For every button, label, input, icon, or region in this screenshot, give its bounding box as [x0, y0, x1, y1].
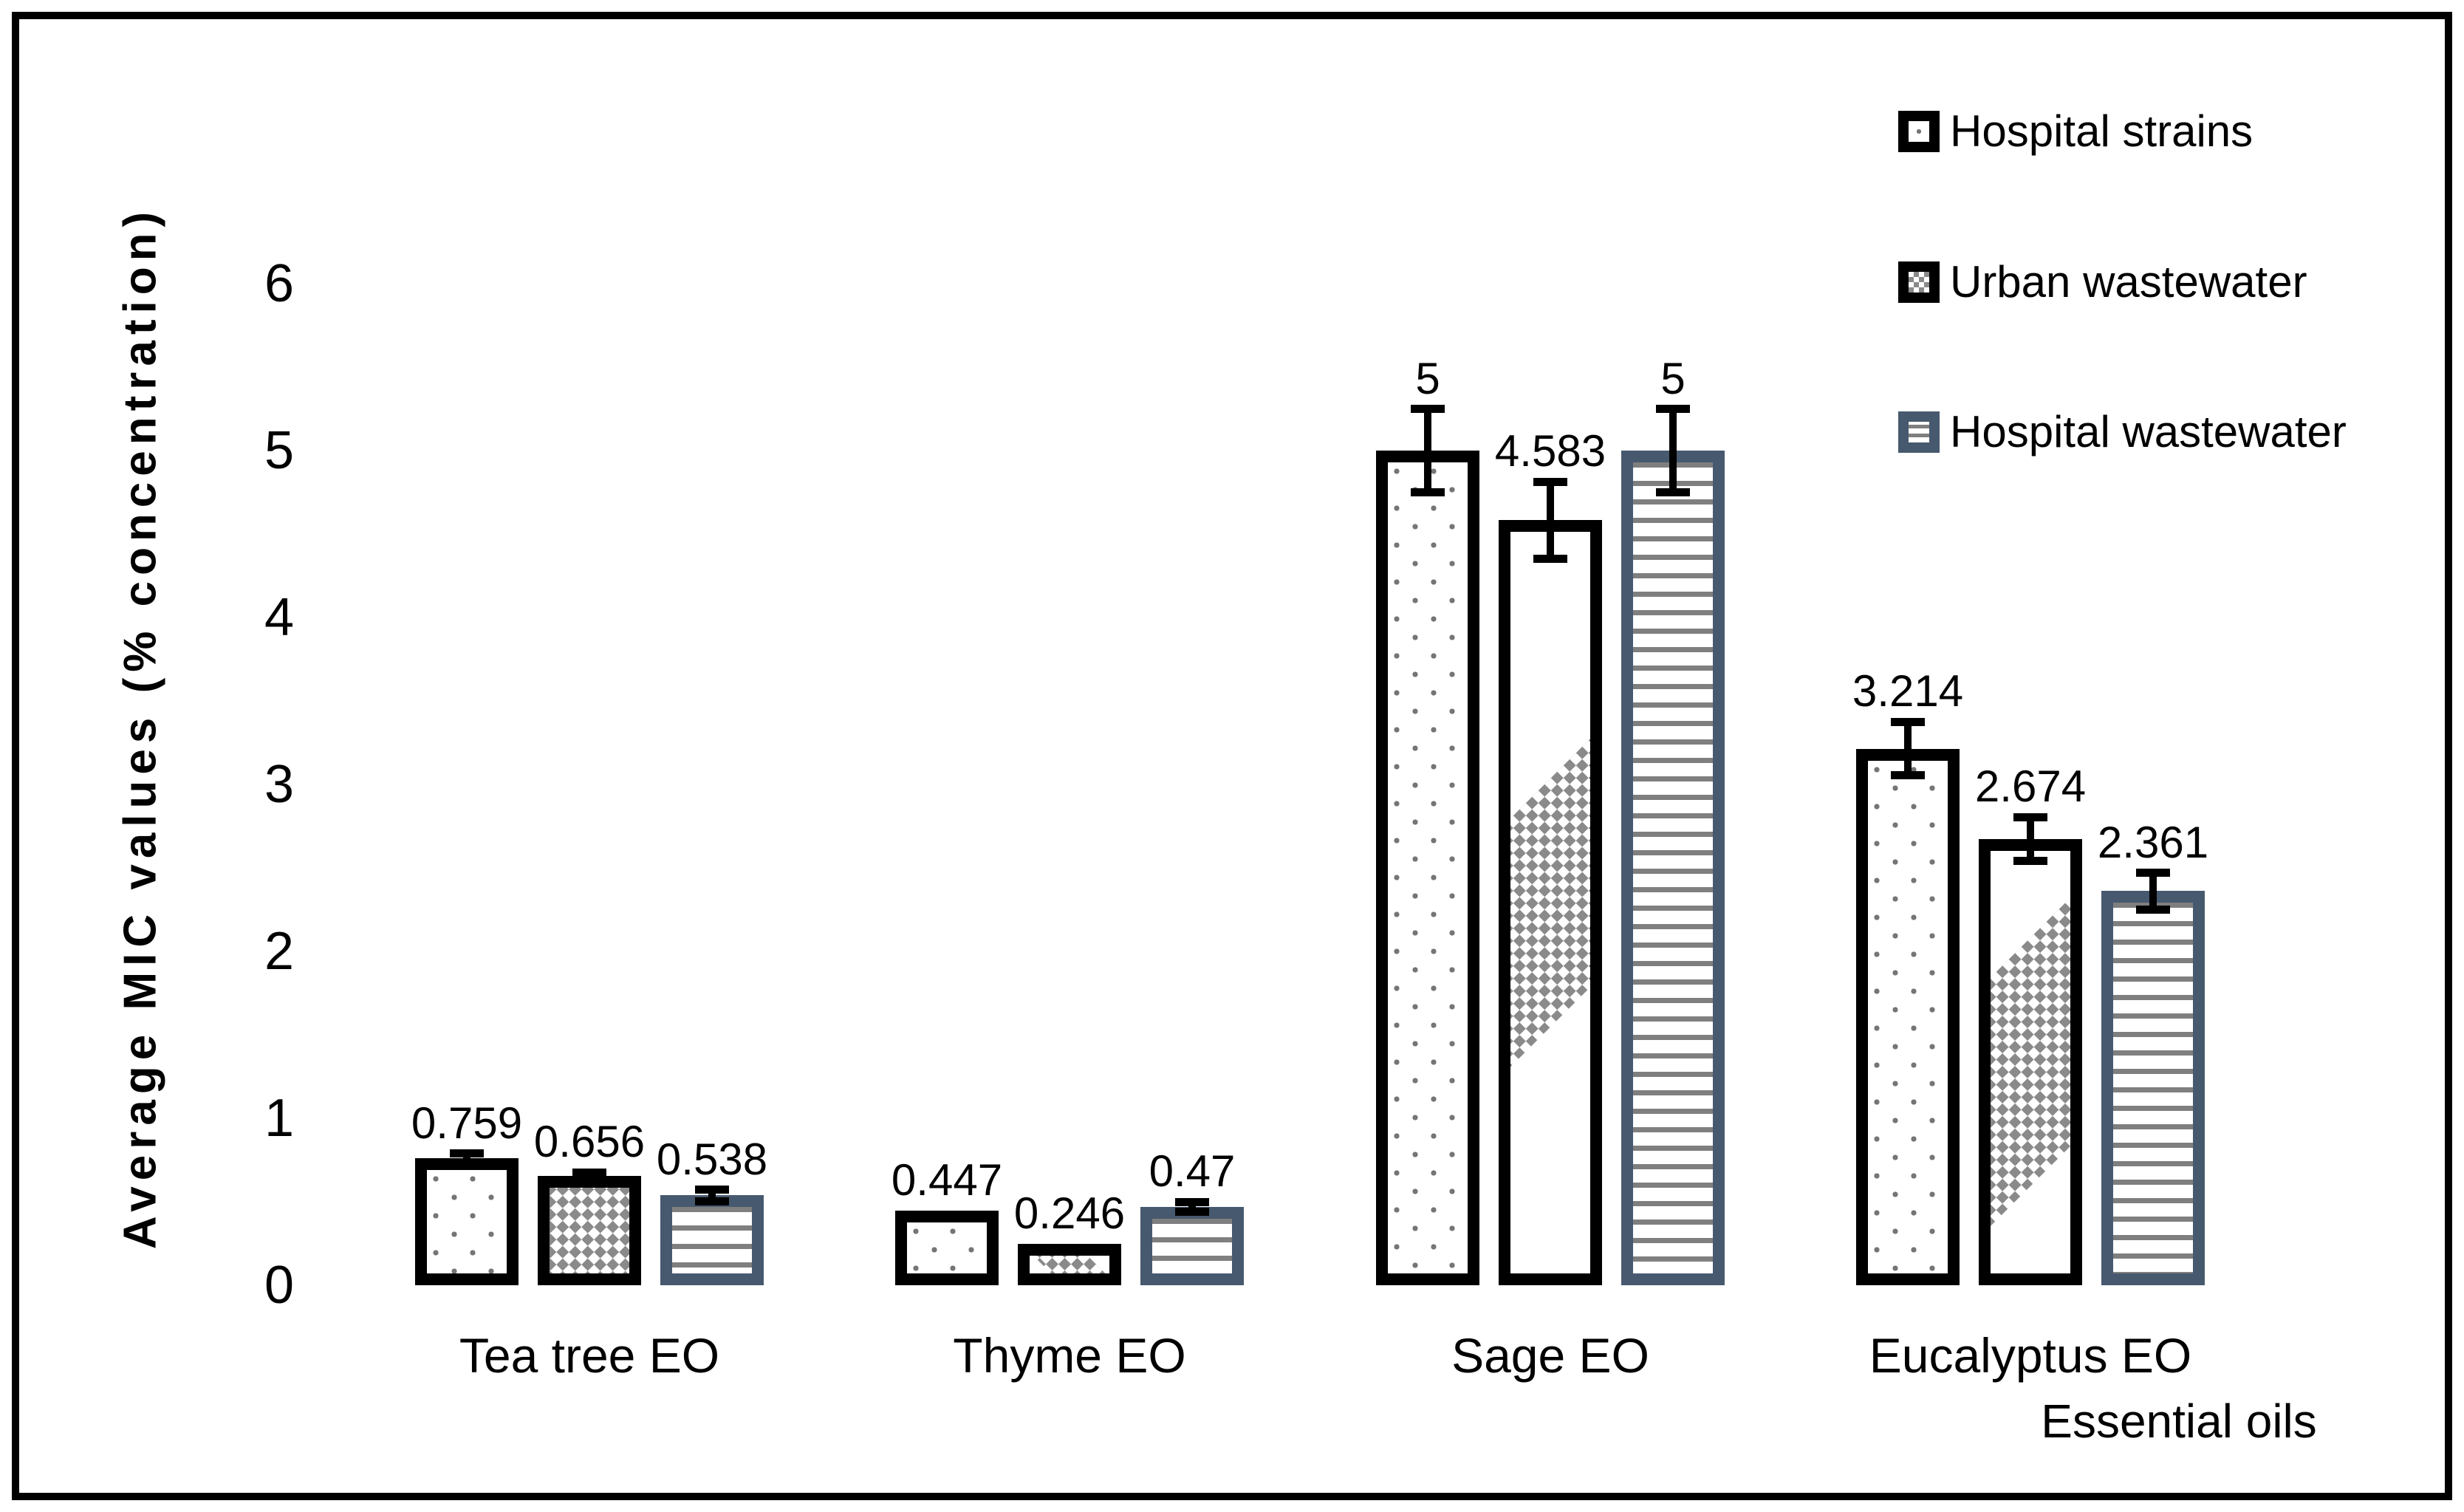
error-bar-cap-top: [1656, 405, 1690, 413]
bar-fill-checker: [1030, 1256, 1109, 1274]
bar-hospital-wastewater: [660, 1195, 764, 1285]
y-tick-label: 1: [264, 1089, 294, 1148]
error-bar-line: [1669, 408, 1677, 493]
error-bar-line: [1547, 482, 1554, 559]
y-tick-label: 6: [264, 254, 294, 313]
error-bar-cap-top: [1533, 477, 1567, 486]
value-label: 0.47: [1149, 1146, 1236, 1196]
error-bar-line: [1424, 408, 1431, 493]
legend-label: Hospital wastewater: [1950, 407, 2347, 456]
y-tick-label: 3: [264, 755, 294, 814]
category-label: Eucalyptus EO: [1869, 1328, 2192, 1383]
error-bar-cap-bottom: [1411, 488, 1445, 496]
error-bar-line: [463, 1153, 470, 1164]
bar-fill-checker: [550, 1187, 629, 1273]
value-label: 0.246: [1013, 1188, 1126, 1239]
legend-swatch-hlines-icon: [1898, 411, 1940, 453]
error-bar-line: [2149, 872, 2157, 910]
bar-hospital-wastewater: [1140, 1206, 1244, 1285]
category-label: Thyme EO: [953, 1328, 1186, 1383]
error-bar-cap-bottom: [2136, 905, 2170, 914]
error-bar-line: [1904, 722, 1912, 776]
bar-hospital-strains: [415, 1158, 519, 1285]
legend-swatch-dots-icon: [1898, 111, 1940, 152]
error-bar-cap-top: [695, 1186, 729, 1194]
legend-swatch-checker-icon: [1898, 261, 1940, 303]
error-bar-cap-top: [2136, 869, 2170, 878]
category-label: Sage EO: [1451, 1328, 1649, 1383]
value-label: 5: [1415, 353, 1440, 403]
error-bar-cap-bottom: [695, 1197, 729, 1205]
category-label: Tea tree EO: [459, 1328, 720, 1383]
y-axis-title: Average MIC values (% concentration): [114, 205, 166, 1250]
error-bar-cap-bottom: [1175, 1208, 1209, 1217]
error-bar-cap-top: [572, 1168, 606, 1177]
legend-item-hospital-wastewater: Hospital wastewater: [1898, 407, 2347, 456]
error-bar-line: [2027, 817, 2034, 861]
bar-fill-checker: [1510, 532, 1590, 1273]
bar-hospital-strains: [895, 1210, 999, 1285]
value-label: 2.361: [2097, 817, 2209, 867]
error-bar-cap-bottom: [2013, 856, 2047, 865]
y-tick-label: 4: [264, 588, 294, 647]
bar-fill-dots: [427, 1170, 507, 1273]
figure-border: [12, 12, 2452, 1500]
bar-hospital-wastewater: [1621, 451, 1725, 1285]
error-bar-cap-top: [1411, 405, 1445, 413]
bar-urban-wastewater: [538, 1175, 641, 1285]
bar-fill-dots: [907, 1222, 987, 1273]
error-bar-line: [708, 1189, 716, 1202]
value-label: 2.674: [1974, 762, 2087, 812]
bar-fill-hlines: [672, 1207, 752, 1273]
bar-hospital-strains: [1856, 748, 1960, 1285]
bar-urban-wastewater: [1499, 520, 1602, 1285]
value-label: 4.583: [1494, 426, 1606, 476]
error-bar-cap-bottom: [572, 1174, 606, 1183]
bar-urban-wastewater: [1018, 1244, 1121, 1285]
error-bar-cap-bottom: [450, 1159, 484, 1168]
legend-item-hospital-strains: Hospital strains: [1898, 106, 2253, 156]
error-bar-line: [1188, 1202, 1196, 1212]
bar-urban-wastewater: [1979, 838, 2082, 1285]
value-label: 0.447: [891, 1154, 1003, 1205]
value-label: 0.759: [411, 1098, 523, 1148]
value-label: 0.656: [533, 1117, 646, 1167]
bar-fill-hlines: [1152, 1218, 1232, 1273]
error-bar-cap-bottom: [1533, 554, 1567, 563]
error-bar-cap-bottom: [1891, 771, 1925, 780]
value-label: 0.538: [656, 1134, 768, 1184]
error-bar-cap-bottom: [1656, 488, 1690, 496]
bar-fill-hlines: [2113, 903, 2193, 1273]
y-tick-label: 5: [264, 421, 294, 480]
error-bar-cap-top: [2013, 813, 2047, 821]
y-tick-label: 2: [264, 922, 294, 981]
legend-label: Hospital strains: [1950, 106, 2253, 156]
legend-label: Urban wastewater: [1950, 257, 2307, 307]
bar-hospital-strains: [1376, 451, 1479, 1285]
legend-item-urban-wastewater: Urban wastewater: [1898, 257, 2307, 307]
bar-fill-dots: [1868, 760, 1948, 1273]
bar-fill-dots: [1388, 462, 1468, 1273]
error-bar-cap-top: [1175, 1197, 1209, 1206]
error-bar-cap-top: [450, 1149, 484, 1158]
bar-hospital-wastewater: [2101, 891, 2205, 1285]
value-label: 5: [1660, 353, 1686, 403]
x-axis-title: Essential oils: [2041, 1395, 2317, 1448]
bar-fill-checker: [1991, 850, 2070, 1273]
value-label: 3.214: [1852, 666, 1964, 716]
bar-fill-hlines: [1633, 462, 1713, 1273]
y-tick-label: 0: [264, 1256, 294, 1315]
error-bar-cap-top: [1891, 717, 1925, 726]
